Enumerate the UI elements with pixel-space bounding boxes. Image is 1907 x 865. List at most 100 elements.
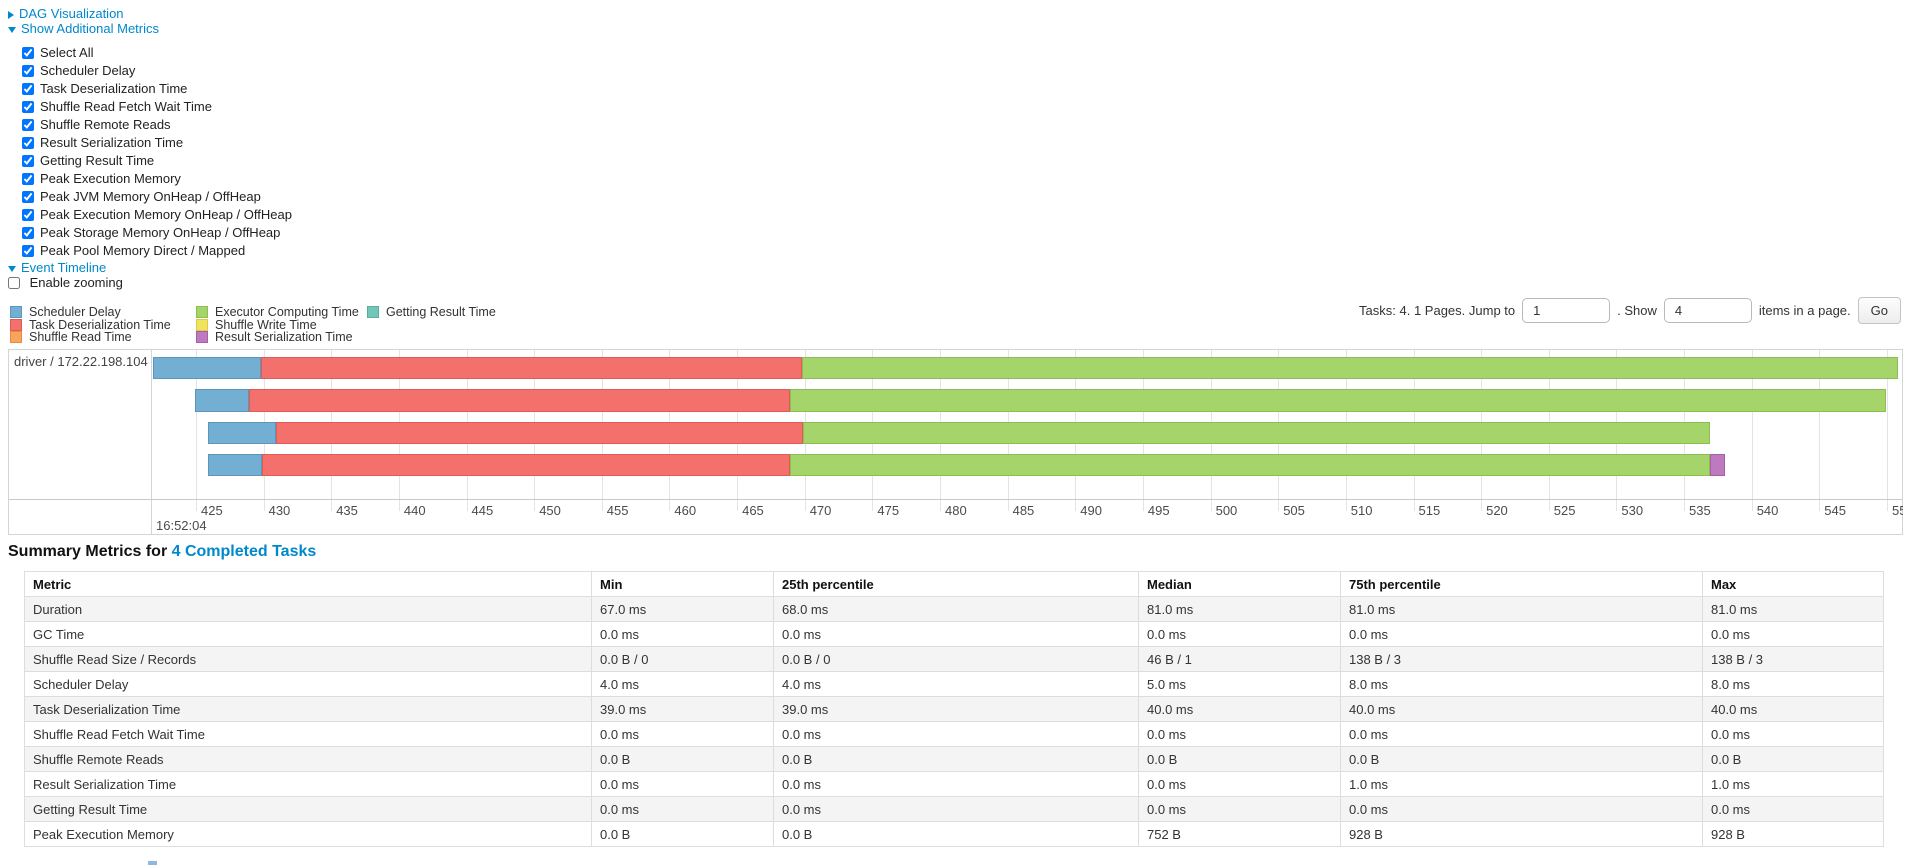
table-row: Scheduler Delay 4.0 ms 4.0 ms 5.0 ms 8.0 ms 8… <box>24 671 1884 697</box>
expanded-arrow-icon <box>8 26 16 33</box>
timeline-tick-label: 525 <box>1553 503 1576 518</box>
metric-value-cell: 928 B <box>1702 821 1884 847</box>
metric-value-cell: 0.0 ms <box>1138 721 1341 747</box>
completed-tasks-link[interactable]: 4 Completed Tasks <box>171 543 317 560</box>
metric-checkbox-peak-pool-memory-direct-mapped[interactable] <box>22 245 34 257</box>
metric-checkbox-peak-execution-memory-onheap-offheap[interactable] <box>22 209 34 221</box>
event-timeline-chart: driver / 172.22.198.104 425 430 435 440 445 4… <box>8 349 1903 535</box>
summary-table-header: Min <box>591 571 774 597</box>
metric-value-cell: 0.0 ms <box>1340 721 1703 747</box>
metric-value-cell: 40.0 ms <box>1138 696 1341 722</box>
task-pagination: Tasks: 4. 1 Pages. Jump to . Show items … <box>1359 296 1901 324</box>
event-timeline-toggle[interactable]: Event Timeline <box>8 260 292 275</box>
timeline-tick-label: 495 <box>1147 503 1170 518</box>
show-additional-metrics-toggle[interactable]: Show Additional Metrics <box>8 21 292 36</box>
show-additional-metrics-label: Show Additional Metrics <box>21 21 160 36</box>
event-timeline-label: Event Timeline <box>21 260 107 275</box>
timeline-tick-label: 545 <box>1824 503 1846 518</box>
summary-table-header: 75th percentile <box>1340 571 1703 597</box>
timeline-tick-label: 515 <box>1418 503 1441 518</box>
metric-checkbox-shuffle-remote-reads[interactable] <box>22 119 34 131</box>
timeline-task-bar[interactable] <box>208 421 1710 444</box>
metric-checkbox-scheduler-delay[interactable] <box>22 65 34 77</box>
dag-visualization-toggle[interactable]: DAG Visualization <box>8 6 292 21</box>
legend-item: Executor Computing Time <box>196 306 367 319</box>
metric-value-cell: 0.0 ms <box>591 796 774 822</box>
timeline-segment-scheduler_delay <box>208 421 276 444</box>
go-button[interactable]: Go <box>1857 296 1901 324</box>
timeline-segment-executor_computing <box>789 453 1710 477</box>
legend-label: Scheduler Delay <box>29 305 121 319</box>
metric-value-cell: 67.0 ms <box>591 596 774 622</box>
timeline-segment-scheduler_delay <box>208 453 263 477</box>
jump-to-page-input[interactable] <box>1522 297 1611 323</box>
timeline-gridline <box>196 350 197 511</box>
metric-value-cell: 8.0 ms <box>1702 671 1884 697</box>
metric-checkbox-row: Select All <box>22 44 292 62</box>
timeline-segment-executor_computing <box>801 356 1898 380</box>
metric-checkbox-row: Peak Execution Memory OnHeap / OffHeap <box>22 206 292 224</box>
metric-checkbox-shuffle-read-fetch-wait-time[interactable] <box>22 101 34 113</box>
metric-value-cell: 81.0 ms <box>1340 596 1703 622</box>
timeline-gridline <box>1887 350 1888 511</box>
table-row: GC Time 0.0 ms 0.0 ms 0.0 ms 0.0 ms 0.0 ms <box>24 621 1884 647</box>
enable-zooming-checkbox[interactable] <box>8 277 20 289</box>
metric-value-cell: 0.0 ms <box>1702 621 1884 647</box>
timeline-legend: Scheduler Delay Task Deserialization Time… <box>10 306 496 344</box>
timeline-axis-line <box>9 499 1902 500</box>
dag-visualization-label: DAG Visualization <box>19 6 124 21</box>
legend-item: Task Deserialization Time <box>10 318 196 332</box>
summary-metrics-title: Summary Metrics for 4 Completed Tasks <box>8 543 316 561</box>
summary-table-header-row: Metric Min 25th percentile Median 75th perce… <box>24 571 1884 597</box>
metric-value-cell: 0.0 B <box>591 746 774 772</box>
timeline-tick-label: 435 <box>336 503 358 518</box>
legend-swatch-task_deserialization <box>10 318 22 331</box>
summary-table-header: Max <box>1702 571 1884 597</box>
timeline-segment-task_deserialization <box>275 421 804 444</box>
timeline-group-column: driver / 172.22.198.104 <box>9 350 152 534</box>
timeline-tick-label: 475 <box>877 503 900 518</box>
metric-checkbox-row: Result Serialization Time <box>22 134 292 152</box>
metric-checkbox-getting-result-time[interactable] <box>22 155 34 167</box>
metric-value-cell: 5.0 ms <box>1138 671 1341 697</box>
legend-column: Getting Result Time <box>367 306 496 319</box>
timeline-plot-area[interactable]: 425 430 435 440 445 450 455 460 465 470 475 480 485 4… <box>152 350 1903 534</box>
legend-item: Scheduler Delay <box>10 306 196 319</box>
timeline-tick-label: 540 <box>1756 503 1779 518</box>
metric-checkbox-row: Scheduler Delay <box>22 62 292 80</box>
metric-checkbox-row: Getting Result Time <box>22 152 292 170</box>
timeline-segment-scheduler_delay <box>152 356 261 380</box>
metric-value-cell: 39.0 ms <box>591 696 774 722</box>
timeline-tick-label: 460 <box>674 503 697 518</box>
metric-value-cell: 138 B / 3 <box>1340 646 1703 672</box>
metric-checkbox-peak-storage-memory-onheap-offheap[interactable] <box>22 227 34 239</box>
metric-value-cell: 40.0 ms <box>1702 696 1884 722</box>
items-per-page-input[interactable] <box>1663 297 1752 323</box>
metric-name-cell: Shuffle Remote Reads <box>24 746 592 772</box>
metric-checkbox-label: Scheduler Delay <box>40 63 136 78</box>
metric-name-cell: Scheduler Delay <box>24 671 592 697</box>
metric-checkbox-row: Shuffle Read Fetch Wait Time <box>22 98 292 116</box>
legend-swatch-scheduler_delay <box>10 306 22 318</box>
metric-checkbox-peak-execution-memory[interactable] <box>22 173 34 185</box>
metric-checkbox-peak-jvm-memory-onheap-offheap[interactable] <box>22 191 34 203</box>
pagination-suffix: items in a page. <box>1758 302 1851 318</box>
metric-checkbox-result-serialization-time[interactable] <box>22 137 34 149</box>
timeline-task-bar[interactable] <box>208 453 1725 477</box>
metric-checkbox-select-all[interactable] <box>22 47 34 59</box>
table-row: Duration 67.0 ms 68.0 ms 81.0 ms 81.0 ms 81.0… <box>24 596 1884 622</box>
metric-value-cell: 0.0 ms <box>1702 721 1884 747</box>
summary-table-header: Median <box>1138 571 1341 597</box>
metric-checkbox-label: Peak Storage Memory OnHeap / OffHeap <box>40 225 281 240</box>
metric-value-cell: 0.0 ms <box>1702 796 1884 822</box>
timeline-segment-result_serialization <box>1709 453 1725 477</box>
timeline-task-bar[interactable] <box>152 356 1898 380</box>
metric-value-cell: 4.0 ms <box>591 671 774 697</box>
timeline-task-bar[interactable] <box>194 389 1886 412</box>
timeline-tick-label: 430 <box>268 503 291 518</box>
metric-value-cell: 1.0 ms <box>1702 771 1884 797</box>
timeline-tick-label: 440 <box>403 503 426 518</box>
metric-checkbox-task-deserialization-time[interactable] <box>22 83 34 95</box>
metric-checkbox-label: Result Serialization Time <box>40 135 184 150</box>
metric-value-cell: 46 B / 1 <box>1138 646 1341 672</box>
